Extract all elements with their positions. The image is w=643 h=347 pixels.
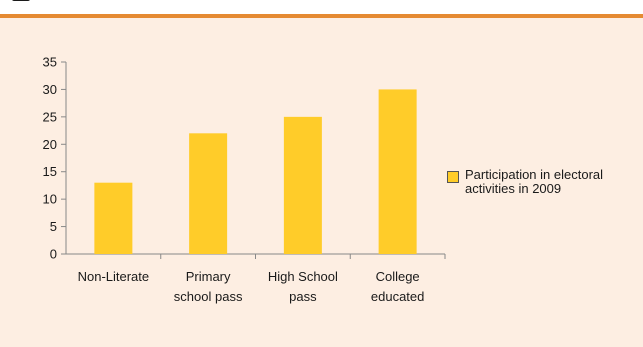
chart-legend: Participation in electoral activities in… [447, 168, 642, 196]
y-tick-label: 5 [50, 219, 57, 234]
category-label: pass [289, 289, 317, 304]
cropped-heading-fragment [0, 0, 60, 6]
accent-rule [0, 14, 643, 18]
category-label: Non-Literate [78, 269, 150, 284]
y-tick-label: 20 [43, 137, 57, 152]
legend-swatch [447, 171, 459, 183]
category-label: Primary [186, 269, 231, 284]
cropped-heading-glyph [12, 0, 30, 1]
top-strip [0, 0, 643, 14]
y-tick-label: 10 [43, 192, 57, 207]
y-tick-label: 15 [43, 164, 57, 179]
category-label: College [376, 269, 420, 284]
y-tick-label: 30 [43, 82, 57, 97]
y-tick-label: 0 [50, 247, 57, 262]
y-tick-label: 35 [43, 55, 57, 70]
y-tick-label: 25 [43, 109, 57, 124]
bar [94, 182, 133, 254]
bar [283, 116, 322, 254]
category-label: educated [371, 289, 425, 304]
bar [378, 89, 417, 254]
bar [189, 133, 228, 254]
category-label: High School [268, 269, 338, 284]
category-label: school pass [174, 289, 243, 304]
legend-label: Participation in electoral activities in… [465, 167, 604, 196]
